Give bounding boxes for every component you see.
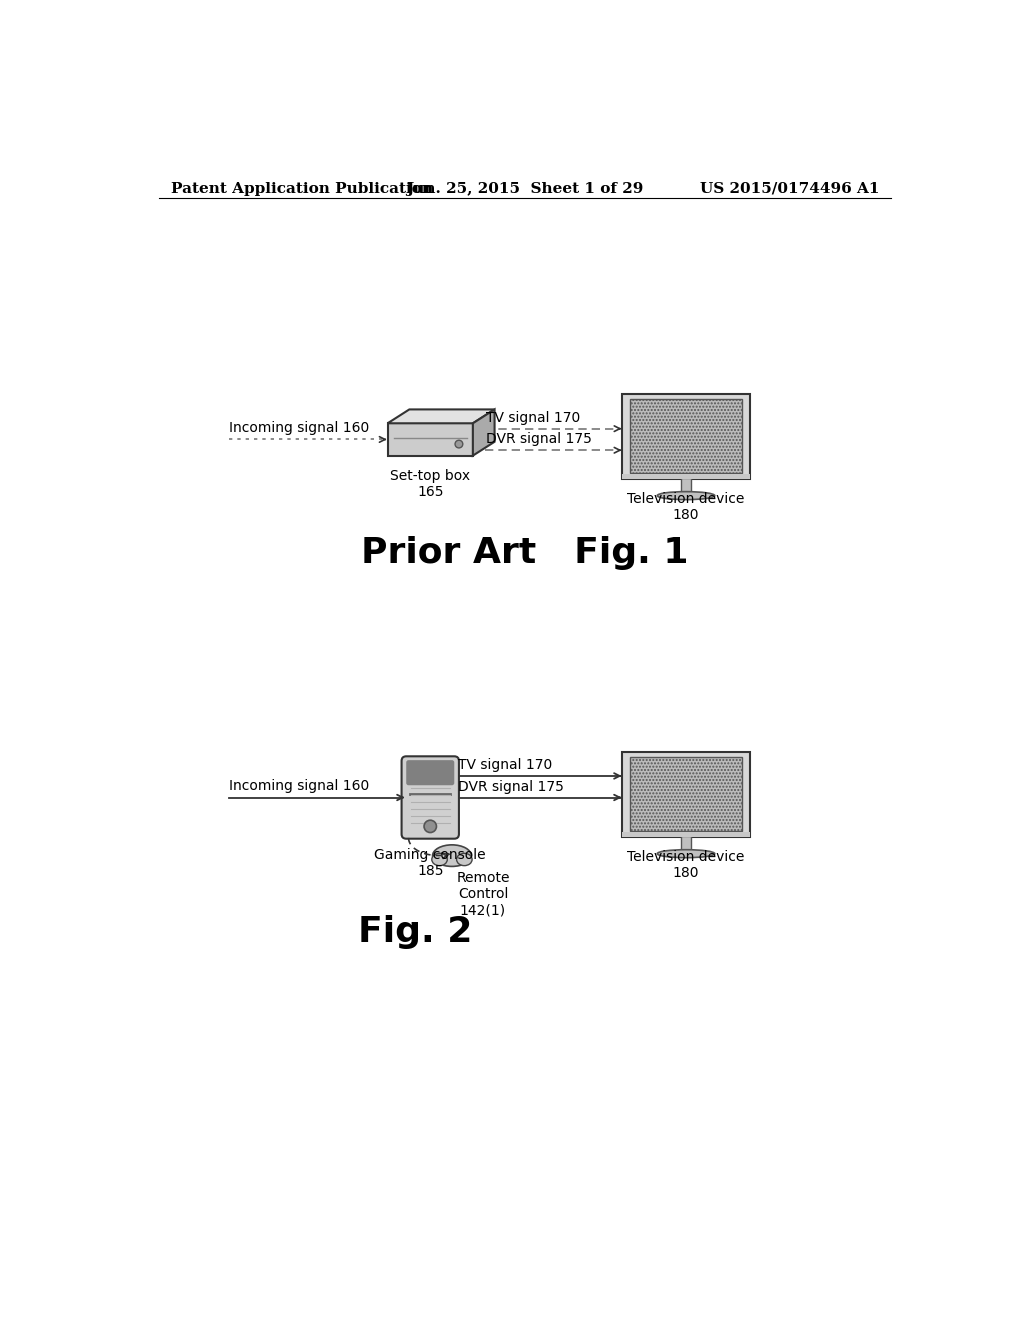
Text: Television device
180: Television device 180 [628,850,744,880]
Ellipse shape [432,845,471,866]
Text: Prior Art   Fig. 1: Prior Art Fig. 1 [361,536,688,570]
Text: Remote
Control
142(1): Remote Control 142(1) [457,871,510,917]
Text: Incoming signal 160: Incoming signal 160 [228,421,369,434]
Text: TV signal 170: TV signal 170 [458,758,552,772]
Bar [630,399,742,474]
Text: Jun. 25, 2015  Sheet 1 of 29: Jun. 25, 2015 Sheet 1 of 29 [407,182,643,195]
Bar [681,478,691,492]
Polygon shape [388,424,473,455]
Ellipse shape [657,491,715,500]
Text: US 2015/0174496 A1: US 2015/0174496 A1 [700,182,880,195]
Text: Television device
180: Television device 180 [628,492,744,521]
Circle shape [424,820,436,833]
FancyBboxPatch shape [401,756,459,838]
FancyBboxPatch shape [407,760,455,785]
Text: Set-top box
165: Set-top box 165 [390,469,470,499]
Ellipse shape [657,850,715,858]
Text: DVR signal 175: DVR signal 175 [458,780,564,793]
Text: Patent Application Publication: Patent Application Publication [171,182,432,195]
Bar [622,752,750,837]
Bar [622,832,750,837]
Bar [630,758,742,832]
Bar [681,836,691,851]
Bar [622,474,750,479]
Ellipse shape [432,853,447,866]
Text: Gaming console
185: Gaming console 185 [375,847,486,878]
Ellipse shape [457,853,472,866]
Circle shape [455,441,463,447]
Text: TV signal 170: TV signal 170 [486,411,581,425]
Bar [622,393,750,479]
Polygon shape [388,409,495,424]
Text: Fig. 2: Fig. 2 [357,915,472,949]
Text: Incoming signal 160: Incoming signal 160 [228,779,369,793]
Text: DVR signal 175: DVR signal 175 [486,433,592,446]
Polygon shape [473,409,495,455]
